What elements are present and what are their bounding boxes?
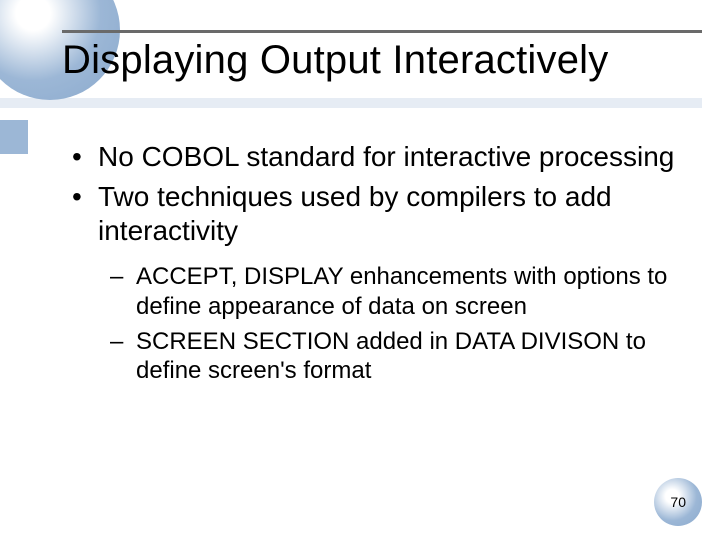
slide-title: Displaying Output Interactively xyxy=(62,38,700,83)
bullet-level1: Two techniques used by compilers to add … xyxy=(70,180,680,248)
slide: Displaying Output Interactively No COBOL… xyxy=(0,0,720,540)
bullet-level2: SCREEN SECTION added in DATA DIVISON to … xyxy=(110,327,680,386)
title-rule-top xyxy=(62,30,702,33)
title-rule-bottom xyxy=(0,98,702,108)
sub-bullet-group: ACCEPT, DISPLAY enhancements with option… xyxy=(110,262,680,385)
slide-number: 70 xyxy=(670,494,686,510)
bullet-level1: No COBOL standard for interactive proces… xyxy=(70,140,680,174)
bullet-level2: ACCEPT, DISPLAY enhancements with option… xyxy=(110,262,680,321)
slide-body: No COBOL standard for interactive proces… xyxy=(70,140,680,392)
accent-bar-left xyxy=(0,120,28,154)
